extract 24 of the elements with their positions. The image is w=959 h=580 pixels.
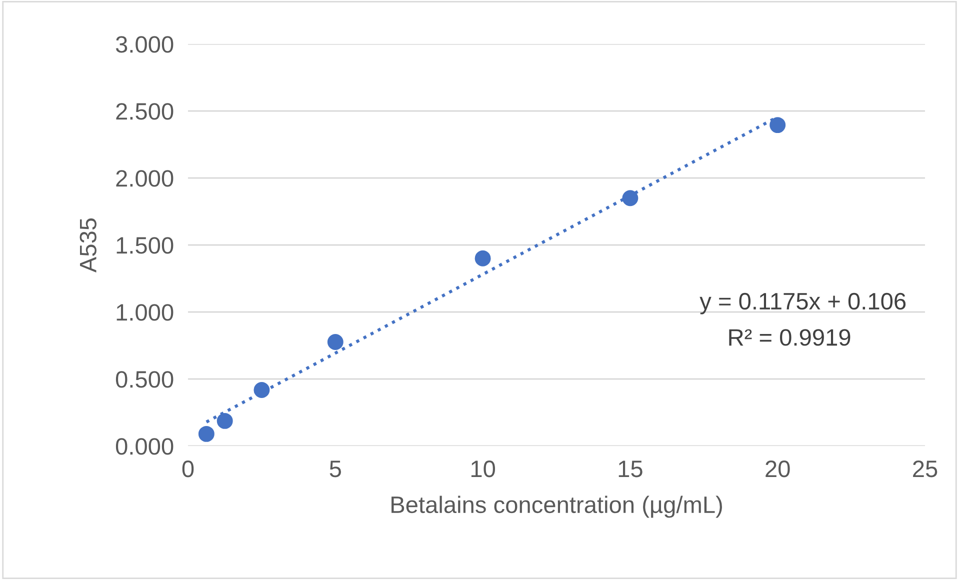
x-tick-label: 20 [766,460,790,478]
y-axis-title: A535 [80,218,96,273]
x-tick-label: 5 [330,460,341,478]
point [198,426,214,442]
y-tick-label: 2.500 [116,103,174,120]
annotation: R² = 0.9919 [729,329,850,346]
x-tick-label: 10 [471,460,496,478]
y-tick-label: 0.000 [116,438,174,455]
annotation: y = 0.1175x + 0.106 [700,292,906,314]
point [216,412,233,429]
point [770,117,786,134]
point [622,190,638,206]
x-tick-label: 0 [182,460,194,478]
y-tick-label: 0.500 [116,371,174,388]
y-tick-label: 3.000 [116,36,174,53]
x-axis-title: Betalains concentration (µg/mL) [392,496,722,518]
x-tick-label: 15 [618,460,642,478]
x-tick-label: 25 [913,460,938,478]
y-tick-label: 1.500 [116,237,174,254]
y-tick-label: 2.000 [116,170,174,187]
y-tick-label: 1.000 [116,304,174,321]
point [254,382,270,398]
point [474,250,491,266]
point [327,334,344,350]
